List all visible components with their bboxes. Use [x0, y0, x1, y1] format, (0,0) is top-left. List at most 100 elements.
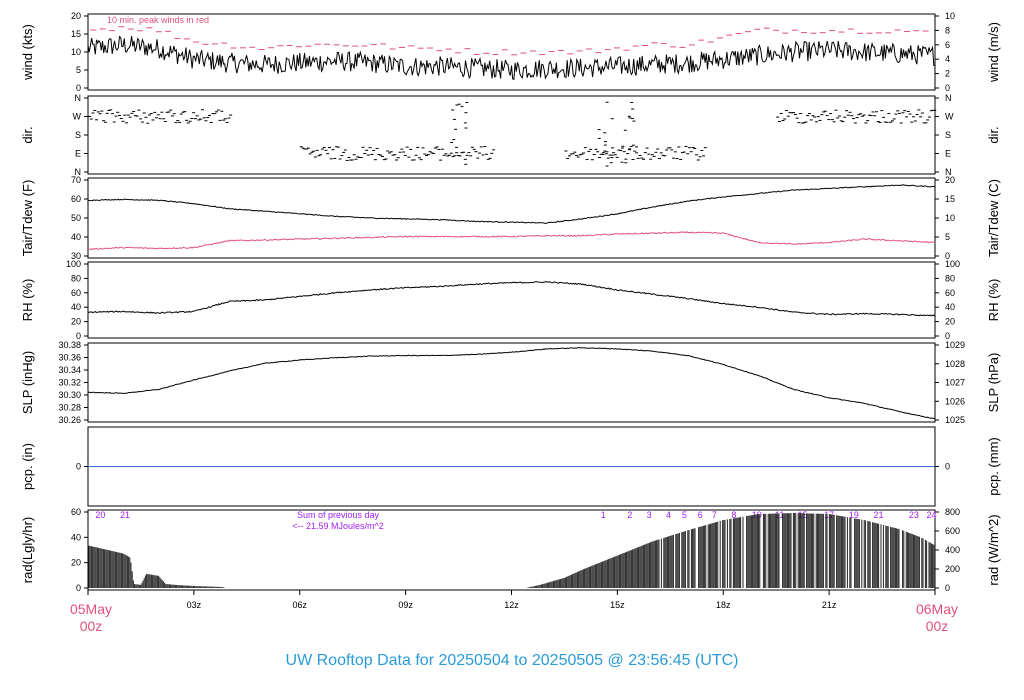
- y-tick-label-right: 400: [945, 545, 960, 555]
- y-tick-label-left: N: [75, 93, 82, 103]
- y-tick-label-right: N: [945, 167, 952, 177]
- y-tick-label-right: 800: [945, 507, 960, 517]
- hour-label: 24: [926, 510, 936, 520]
- y-tick-label-right: S: [945, 130, 951, 140]
- radiation-sum-note: Sum of previous day: [297, 510, 380, 520]
- y-tick-label-left: 70: [71, 175, 81, 185]
- y-tick-label-right: 10: [945, 213, 955, 223]
- y-tick-label-right: 1028: [945, 359, 965, 369]
- y-tick-label-right: 1029: [945, 340, 965, 350]
- y-tick-label-right: 0: [945, 583, 950, 593]
- hour-label: 2: [627, 510, 632, 520]
- y-axis-label-left: wind (kts): [20, 24, 35, 81]
- y-tick-label-right: 200: [945, 564, 960, 574]
- panel-frame: [87, 13, 936, 91]
- y-tick-label-left: 5: [76, 65, 81, 75]
- air-temperature-line: [87, 184, 936, 224]
- y-tick-label-left: 20: [71, 11, 81, 21]
- hour-label: 19: [849, 510, 859, 520]
- hour-label: 23: [909, 510, 919, 520]
- y-tick-label-left: 30.28: [58, 403, 81, 413]
- y-tick-label-right: 10: [945, 11, 955, 21]
- dewpoint-line: [87, 231, 936, 251]
- y-tick-label-left: 30: [71, 251, 81, 261]
- y-tick-label-right: 1025: [945, 415, 965, 425]
- wind-annotation: 10 min. peak winds in red: [107, 15, 209, 25]
- y-axis-label-left: rad(Lgly/hr): [20, 517, 35, 583]
- y-axis-label-right: SLP (hPa): [986, 353, 1001, 413]
- y-tick-label-left: 60: [71, 507, 81, 517]
- radiation-sum-value: <-- 21.59 MJoules/m^2: [292, 521, 384, 531]
- y-tick-label-left: 10: [71, 47, 81, 57]
- time-axis: 05May 00z 06May 00z 03z 06z 09z 12z 15z 18z 21…: [70, 590, 958, 634]
- x-tick-label: 21z: [822, 600, 837, 610]
- hour-label: 21: [874, 510, 884, 520]
- y-tick-label-right: 0: [945, 83, 950, 93]
- y-tick-label-left: 0: [76, 462, 81, 472]
- y-tick-label-left: S: [75, 130, 81, 140]
- hour-label: 4: [666, 510, 671, 520]
- y-tick-label-right: 40: [945, 302, 955, 312]
- hour-label: 20: [95, 510, 105, 520]
- y-tick-label-right: 20: [945, 175, 955, 185]
- panel-frame: [87, 95, 936, 175]
- y-axis-label-left: dir.: [20, 126, 35, 143]
- y-tick-label-left: 0: [76, 83, 81, 93]
- y-tick-label-right: 20: [945, 317, 955, 327]
- y-tick-label-right: 1027: [945, 378, 965, 388]
- y-tick-label-right: 2: [945, 69, 950, 79]
- y-tick-label-right: 15: [945, 194, 955, 204]
- x-tick-label: 18z: [716, 600, 731, 610]
- panel-pressure: SLP (inHg) SLP (hPa) 30.26 30.28 30.30 30.32 3…: [20, 340, 1001, 425]
- y-tick-label-left: 30.34: [58, 365, 81, 375]
- y-axis-label-left: SLP (inHg): [20, 351, 35, 414]
- y-tick-label-right: 600: [945, 526, 960, 536]
- y-tick-label-left: 100: [66, 259, 81, 269]
- hour-label: 6: [698, 510, 703, 520]
- y-tick-label-right: N: [945, 93, 952, 103]
- y-axis-label-right: dir.: [986, 126, 1001, 143]
- y-tick-label-left: 0: [76, 331, 81, 341]
- y-tick-label-right: W: [945, 112, 954, 122]
- y-axis-label-right: rad (W/m^2): [986, 514, 1001, 585]
- y-tick-label-left: 50: [71, 213, 81, 223]
- y-tick-label-left: 30.32: [58, 378, 81, 388]
- hour-label: 5: [682, 510, 687, 520]
- y-tick-label-right: 5: [945, 232, 950, 242]
- wind-speed-line: [87, 35, 936, 81]
- y-tick-label-left: 30.30: [58, 390, 81, 400]
- y-tick-label-left: 20: [71, 317, 81, 327]
- start-time-label: 00z: [80, 618, 103, 634]
- y-tick-label-left: 30.36: [58, 353, 81, 363]
- y-tick-label-right: 0: [945, 251, 950, 261]
- panel-wind: wind (kts) wind (m/s) 0 5 10 15 20 0 2 4 6 8 10 10 mi…: [20, 11, 1001, 93]
- y-tick-label-right: 4: [945, 54, 950, 64]
- y-axis-label-right: pcp. (mm): [986, 437, 1001, 496]
- panel-frame: [87, 342, 936, 423]
- y-tick-label-left: E: [75, 149, 81, 159]
- panel-radiation: rad(Lgly/hr) rad (W/m^2)02040600200400600…: [20, 507, 1001, 593]
- x-tick-label: 06z: [292, 600, 307, 610]
- end-time-label: 00z: [926, 618, 949, 634]
- y-tick-label-left: 30.26: [58, 415, 81, 425]
- y-tick-label-right: E: [945, 149, 951, 159]
- hour-label: 7: [712, 510, 717, 520]
- pressure-line: [87, 347, 936, 420]
- relative-humidity-line: [87, 281, 936, 317]
- y-axis-label-right: RH (%): [986, 279, 1001, 322]
- y-tick-label-left: 40: [71, 532, 81, 542]
- y-tick-label-left: 80: [71, 273, 81, 283]
- x-tick-label: 15z: [610, 600, 625, 610]
- panel-humidity: RH (%) RH (%) 0 20 40 60 80 100 0 20 40 60 80 100: [20, 259, 1001, 341]
- y-tick-label-left: 15: [71, 29, 81, 39]
- y-axis-label-left: Tair/Tdew (F): [20, 180, 35, 257]
- end-date-label: 06May: [916, 601, 958, 617]
- y-tick-label-right: 0: [945, 331, 950, 341]
- hour-label: 8: [731, 510, 736, 520]
- panel-frame: [87, 261, 936, 339]
- y-tick-label-left: 60: [71, 288, 81, 298]
- y-tick-label-left: N: [75, 167, 82, 177]
